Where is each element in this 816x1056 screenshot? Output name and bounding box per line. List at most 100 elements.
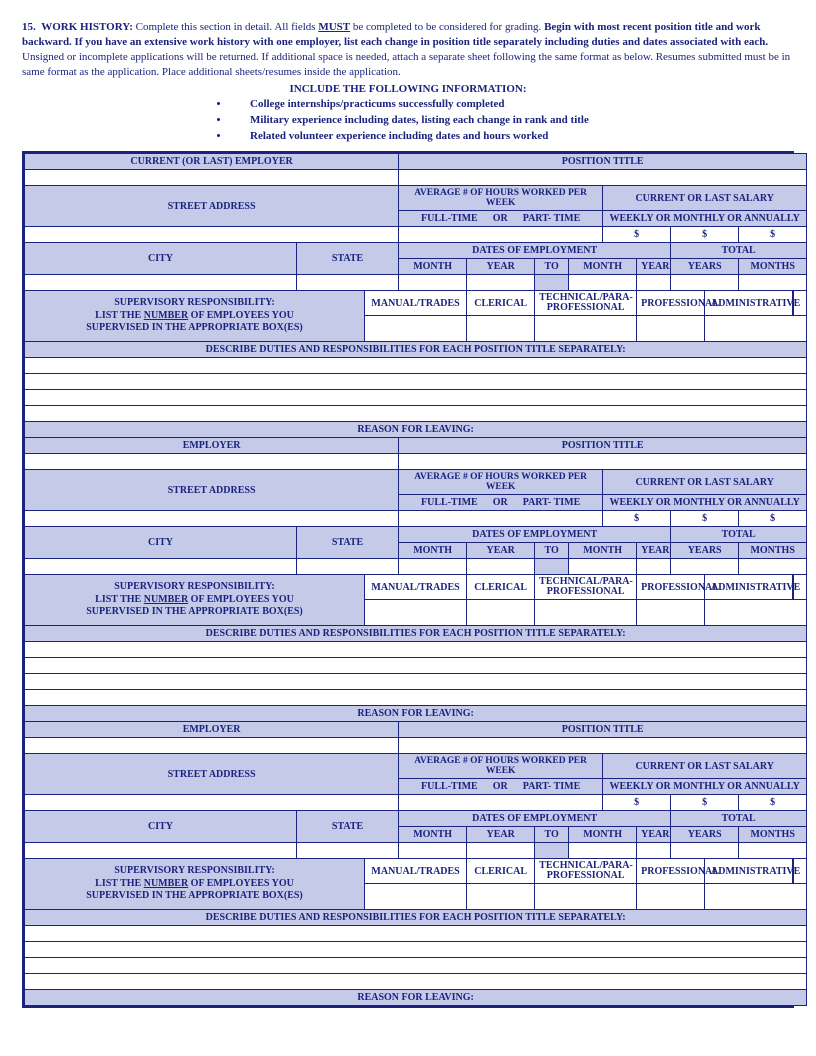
salary-annually-input[interactable]: $ — [739, 795, 807, 811]
employer-input[interactable] — [25, 454, 399, 470]
position-title-input[interactable] — [399, 738, 807, 754]
professional-input[interactable] — [637, 316, 705, 342]
salary-annually-input[interactable]: $ — [739, 511, 807, 527]
duties-line[interactable] — [25, 390, 807, 406]
administrative-input[interactable] — [705, 884, 807, 910]
state-input[interactable] — [297, 559, 399, 575]
to-spacer — [535, 843, 569, 859]
month-to-input[interactable] — [569, 275, 637, 291]
include-heading: INCLUDE THE FOLLOWING INFORMATION: — [22, 83, 794, 95]
duties-line[interactable] — [25, 358, 807, 374]
technical-label: TECHNICAL/PARA-PROFESSIONAL — [535, 575, 637, 600]
salary-monthly-input[interactable]: $ — [671, 511, 739, 527]
duties-line[interactable] — [25, 974, 807, 990]
months-header: MONTHS — [739, 259, 807, 275]
salary-weekly-input[interactable]: $ — [603, 511, 671, 527]
city-header: CITY — [25, 243, 297, 275]
salary-weekly-input[interactable]: $ — [603, 227, 671, 243]
reason-leaving-header: REASON FOR LEAVING: — [25, 706, 807, 722]
to-spacer — [535, 275, 569, 291]
street-address-input[interactable] — [25, 227, 399, 243]
month-to-input[interactable] — [569, 559, 637, 575]
technical-input[interactable] — [535, 316, 637, 342]
duties-line[interactable] — [25, 674, 807, 690]
clerical-label: CLERICAL — [467, 291, 535, 316]
professional-label: PROFESSIONAL — [637, 291, 705, 316]
salary-header: CURRENT OR LAST SALARY — [603, 754, 807, 779]
administrative-input[interactable] — [705, 316, 807, 342]
duties-line[interactable] — [25, 642, 807, 658]
clerical-input[interactable] — [467, 316, 535, 342]
duties-line[interactable] — [25, 942, 807, 958]
city-header: CITY — [25, 811, 297, 843]
hours-input[interactable] — [399, 511, 603, 527]
employer-input[interactable] — [25, 738, 399, 754]
professional-input[interactable] — [637, 600, 705, 626]
year-from-header: YEAR — [467, 543, 535, 559]
professional-input[interactable] — [637, 884, 705, 910]
year-from-input[interactable] — [467, 559, 535, 575]
hours-input[interactable] — [399, 795, 603, 811]
year-to-input[interactable] — [637, 559, 671, 575]
total-months-input[interactable] — [739, 559, 807, 575]
year-from-input[interactable] — [467, 275, 535, 291]
month-from-input[interactable] — [399, 275, 467, 291]
month-from-input[interactable] — [399, 843, 467, 859]
state-input[interactable] — [297, 275, 399, 291]
work-history-form: CURRENT (OR LAST) EMPLOYER POSITION TITL… — [22, 151, 794, 1008]
duties-line[interactable] — [25, 658, 807, 674]
year-to-header: YEAR — [637, 827, 671, 843]
include-bullets: College internships/practicums successfu… — [212, 97, 794, 145]
city-input[interactable] — [25, 559, 297, 575]
reason-leaving-header: REASON FOR LEAVING: — [25, 422, 807, 438]
total-years-input[interactable] — [671, 843, 739, 859]
administrative-input[interactable] — [705, 600, 807, 626]
duties-line[interactable] — [25, 926, 807, 942]
position-title-input[interactable] — [399, 170, 807, 186]
technical-input[interactable] — [535, 600, 637, 626]
technical-label: TECHNICAL/PARA-PROFESSIONAL — [535, 859, 637, 884]
technical-input[interactable] — [535, 884, 637, 910]
salary-monthly-input[interactable]: $ — [671, 795, 739, 811]
clerical-input[interactable] — [467, 884, 535, 910]
manual-trades-input[interactable] — [365, 884, 467, 910]
salary-weekly-input[interactable]: $ — [603, 795, 671, 811]
position-title-input[interactable] — [399, 454, 807, 470]
year-from-header: YEAR — [467, 259, 535, 275]
manual-trades-input[interactable] — [365, 316, 467, 342]
duties-line[interactable] — [25, 406, 807, 422]
to-header: TO — [535, 543, 569, 559]
hours-input[interactable] — [399, 227, 603, 243]
year-to-input[interactable] — [637, 275, 671, 291]
total-months-input[interactable] — [739, 843, 807, 859]
duties-line[interactable] — [25, 374, 807, 390]
duties-line[interactable] — [25, 690, 807, 706]
street-address-header: STREET ADDRESS — [25, 754, 399, 795]
professional-label: PROFESSIONAL — [637, 859, 705, 884]
total-header: TOTAL — [671, 243, 807, 259]
street-address-input[interactable] — [25, 511, 399, 527]
supervisory-label: SUPERVISORY RESPONSIBILITY: LIST THE NUM… — [25, 575, 365, 626]
manual-trades-input[interactable] — [365, 600, 467, 626]
duties-line[interactable] — [25, 958, 807, 974]
month-from-input[interactable] — [399, 559, 467, 575]
clerical-input[interactable] — [467, 600, 535, 626]
salary-monthly-input[interactable]: $ — [671, 227, 739, 243]
salary-annually-input[interactable]: $ — [739, 227, 807, 243]
salary-sub-header: WEEKLY OR MONTHLY OR ANNUALLY — [603, 211, 807, 227]
total-years-input[interactable] — [671, 275, 739, 291]
total-months-input[interactable] — [739, 275, 807, 291]
city-input[interactable] — [25, 843, 297, 859]
manual-trades-label: MANUAL/TRADES — [365, 859, 467, 884]
city-input[interactable] — [25, 275, 297, 291]
employer-input[interactable] — [25, 170, 399, 186]
avg-hours-header: AVERAGE # OF HOURS WORKED PER WEEK — [399, 470, 603, 495]
instructions-text: 15. WORK HISTORY: Complete this section … — [22, 20, 794, 79]
street-address-input[interactable] — [25, 795, 399, 811]
month-to-input[interactable] — [569, 843, 637, 859]
total-years-input[interactable] — [671, 559, 739, 575]
administrative-label: ADMINISTRATIVE — [705, 859, 807, 884]
state-input[interactable] — [297, 843, 399, 859]
year-to-input[interactable] — [637, 843, 671, 859]
year-from-input[interactable] — [467, 843, 535, 859]
